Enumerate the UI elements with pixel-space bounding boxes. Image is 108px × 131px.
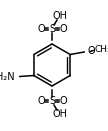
Text: S: S xyxy=(49,96,55,106)
Text: OH: OH xyxy=(52,11,68,21)
Text: O: O xyxy=(37,24,45,34)
Text: H₂N: H₂N xyxy=(0,72,15,83)
Text: O: O xyxy=(87,47,95,56)
Text: S: S xyxy=(49,24,55,34)
Text: CH₃: CH₃ xyxy=(94,45,108,54)
Text: OH: OH xyxy=(52,109,68,119)
Text: O: O xyxy=(37,96,45,106)
Text: O: O xyxy=(59,96,67,106)
Text: O: O xyxy=(59,24,67,34)
